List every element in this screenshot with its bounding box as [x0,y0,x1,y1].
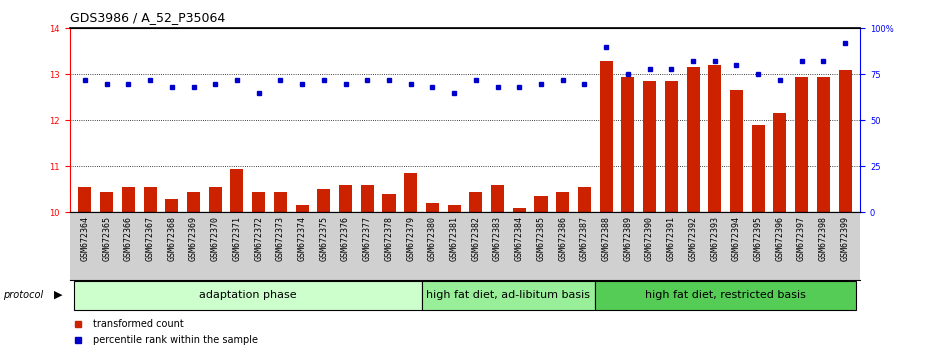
Text: high fat diet, restricted basis: high fat diet, restricted basis [645,290,806,300]
Text: GSM672397: GSM672397 [797,216,806,261]
Text: GSM672379: GSM672379 [406,216,415,261]
Bar [382,194,395,212]
Bar [795,77,808,212]
Bar [296,205,309,212]
Bar [405,173,418,212]
Text: GSM672377: GSM672377 [363,216,372,261]
Text: GSM672398: GSM672398 [818,216,828,261]
Bar [817,77,830,212]
Bar [122,187,135,212]
Bar [339,185,352,212]
Text: GSM672396: GSM672396 [776,216,784,261]
Bar [578,187,591,212]
Bar [208,187,221,212]
Bar [74,281,421,310]
Text: GSM672364: GSM672364 [81,216,89,261]
Bar [447,205,460,212]
Text: GSM672380: GSM672380 [428,216,437,261]
Text: GSM672370: GSM672370 [211,216,219,261]
Text: GSM672392: GSM672392 [688,216,698,261]
Text: GDS3986 / A_52_P35064: GDS3986 / A_52_P35064 [70,11,225,24]
Bar [512,208,525,212]
Text: transformed count: transformed count [93,319,184,329]
Text: GSM672384: GSM672384 [515,216,524,261]
Text: adaptation phase: adaptation phase [199,290,297,300]
Bar [621,77,634,212]
Text: GSM672393: GSM672393 [711,216,719,261]
Text: GSM672366: GSM672366 [124,216,133,261]
Bar [252,192,265,212]
Bar [421,281,595,310]
Text: GSM672389: GSM672389 [623,216,632,261]
Text: GSM672373: GSM672373 [276,216,285,261]
Bar [426,203,439,212]
Text: GSM672378: GSM672378 [384,216,393,261]
Text: percentile rank within the sample: percentile rank within the sample [93,335,259,345]
Text: GSM672367: GSM672367 [146,216,154,261]
Text: GSM672382: GSM672382 [472,216,481,261]
Text: GSM672376: GSM672376 [341,216,350,261]
Bar [470,192,483,212]
Bar [187,192,200,212]
Text: GSM672374: GSM672374 [298,216,307,261]
Text: GSM672375: GSM672375 [319,216,328,261]
Text: GSM672386: GSM672386 [558,216,567,261]
Text: GSM672390: GSM672390 [645,216,654,261]
Text: GSM672387: GSM672387 [580,216,589,261]
Bar [143,187,156,212]
Text: high fat diet, ad-libitum basis: high fat diet, ad-libitum basis [427,290,591,300]
Text: GSM672385: GSM672385 [537,216,546,261]
Text: GSM672399: GSM672399 [841,216,849,261]
Bar [361,185,374,212]
Text: GSM672369: GSM672369 [189,216,198,261]
Text: GSM672368: GSM672368 [167,216,177,261]
Bar [643,81,656,212]
Bar [274,192,287,212]
Bar [600,61,613,212]
Bar [78,187,91,212]
Text: GSM672391: GSM672391 [667,216,676,261]
Bar [839,70,852,212]
Bar [595,281,856,310]
Text: GSM672395: GSM672395 [753,216,763,261]
Text: GSM672394: GSM672394 [732,216,741,261]
Text: protocol: protocol [3,290,43,300]
Text: GSM672383: GSM672383 [493,216,502,261]
Bar [231,169,244,212]
Text: GSM672371: GSM672371 [232,216,242,261]
Text: GSM672381: GSM672381 [449,216,458,261]
Bar [730,91,743,212]
Bar [100,192,113,212]
Text: GSM672388: GSM672388 [602,216,611,261]
Text: GSM672365: GSM672365 [102,216,112,261]
Text: GSM672372: GSM672372 [254,216,263,261]
Bar [709,65,722,212]
Bar [751,125,764,212]
Bar [774,114,787,212]
Bar [166,199,179,212]
Bar [556,192,569,212]
Bar [535,196,548,212]
Bar [491,185,504,212]
Bar [317,189,330,212]
Bar [686,67,699,212]
Bar [665,81,678,212]
Text: ▶: ▶ [54,290,62,300]
